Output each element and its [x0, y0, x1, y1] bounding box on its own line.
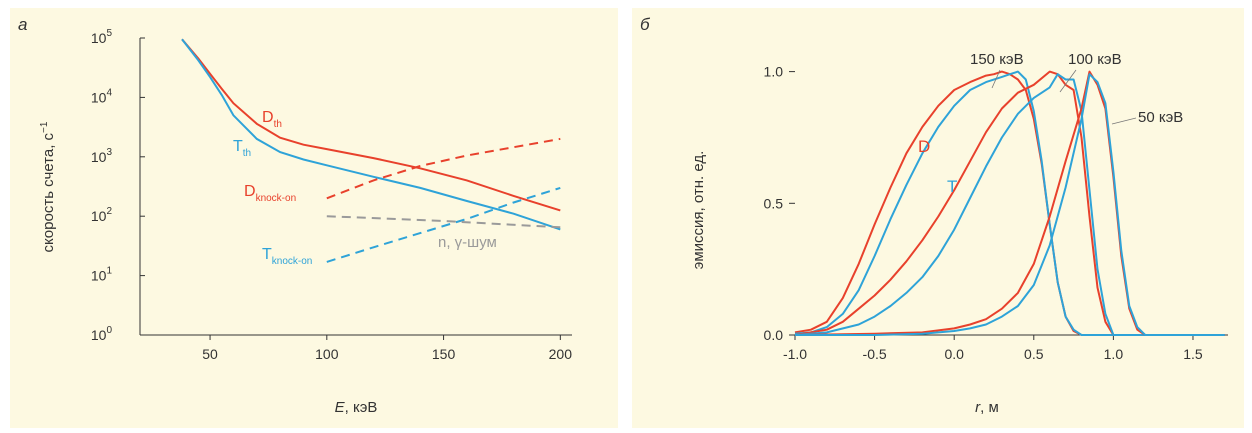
- chart-a-y-tick-label: 100: [91, 325, 113, 343]
- label-d: D: [918, 137, 930, 156]
- chart-b-y-tick-label: 0.5: [764, 195, 784, 211]
- leader-50-kev: [1111, 117, 1137, 125]
- label-150-kev: 150 кэВ: [970, 51, 1024, 68]
- chart-b: 0.0 0.5 1.0 -1.0 -0.5 0.0 0.5 1.0 1.5 эмиссия, …: [690, 51, 1228, 416]
- label-d-th: Dth: [262, 109, 282, 130]
- panel-a-background: [10, 8, 618, 428]
- label-t-knock-on: Tknock-on: [262, 246, 312, 267]
- chart-b-x-tick-label: 1.5: [1183, 346, 1203, 362]
- chart-b-x-tick-label: 0.5: [1024, 346, 1044, 362]
- label-t: T: [947, 177, 957, 196]
- chart-a-x-ticks: 50 100 150 200: [202, 335, 572, 362]
- chart-a-series: [181, 38, 561, 263]
- leader-100-kev: [1059, 69, 1077, 93]
- chart-b-y-label: эмиссия, отн. ед.: [690, 151, 707, 270]
- chart-a-line-2: [326, 137, 561, 200]
- label-t-th: Tth: [233, 138, 251, 159]
- chart-b-line-3: [794, 73, 1225, 336]
- panel-b-label: б: [640, 15, 651, 34]
- chart-b-x-tick-label: 0.0: [944, 346, 964, 362]
- chart-a-y-tick-label: 102: [91, 206, 113, 224]
- chart-a-x-tick-label: 100: [315, 346, 339, 362]
- chart-b-x-tick-label: 1.0: [1104, 346, 1124, 362]
- chart-b-series: [794, 70, 1225, 336]
- chart-a-line-3: [326, 186, 561, 263]
- chart-a-line-4: [326, 215, 561, 229]
- chart-a-y-label: скорость счета, с−1: [39, 121, 57, 252]
- chart-a-y-tick-label: 105: [91, 28, 113, 46]
- chart-a-x-label: E, кэВ: [335, 399, 378, 416]
- chart-a-y-tick-label: 101: [91, 266, 113, 284]
- chart-b-x-tick-label: -1.0: [783, 346, 807, 362]
- chart-a-y-tick-label: 104: [91, 87, 113, 105]
- chart-a-y-tick-label: 103: [91, 147, 113, 165]
- chart-a-line-0: [181, 38, 561, 212]
- chart-b-line-2: [794, 70, 1225, 336]
- chart-a-x-tick-label: 50: [202, 346, 218, 362]
- chart-a-y-ticks: 100 101 102 103 104 105: [91, 28, 145, 343]
- chart-b-y-tick-label: 0.0: [764, 327, 784, 343]
- chart-b-x-ticks: -1.0 -0.5 0.0 0.5 1.0 1.5: [783, 335, 1203, 362]
- chart-b-x-label: r, м: [975, 399, 999, 416]
- chart-b-y-tick-label: 1.0: [764, 64, 784, 80]
- chart-a-line-1: [181, 38, 561, 231]
- chart-a: 100 101 102 103 104 105 50 100 150 200 скорость …: [39, 28, 572, 416]
- chart-b-line-1: [794, 70, 1225, 336]
- chart-b-line-5: [795, 73, 1225, 336]
- label-n-gamma-noise: n, γ-шум: [438, 234, 497, 251]
- label-50-kev: 50 кэВ: [1138, 109, 1183, 126]
- chart-b-y-ticks: 0.0 0.5 1.0: [764, 64, 795, 343]
- chart-b-x-tick-label: -0.5: [863, 346, 887, 362]
- panel-a-label: а: [18, 15, 27, 34]
- label-100-kev: 100 кэВ: [1068, 51, 1122, 68]
- leader-150-kev: [991, 69, 1001, 89]
- chart-a-x-tick-label: 150: [432, 346, 456, 362]
- label-d-knock-on: Dknock-on: [244, 183, 296, 204]
- chart-a-x-tick-label: 200: [549, 346, 573, 362]
